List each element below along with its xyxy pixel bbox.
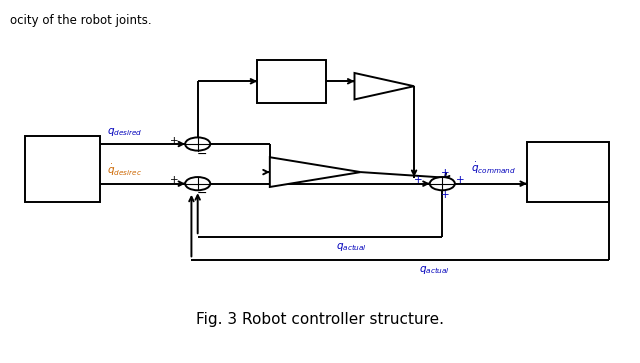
Text: +: +	[441, 189, 450, 200]
Bar	[25, 136, 100, 202]
Text: ocity of the robot joints.: ocity of the robot joints.	[10, 13, 151, 26]
Text: $\int$: $\int$	[285, 67, 299, 95]
Text: trajectory: trajectory	[36, 157, 90, 167]
Text: +: +	[414, 175, 423, 185]
Text: +: +	[170, 136, 178, 146]
Text: +: +	[441, 168, 450, 178]
Text: $k_i$: $k_i$	[369, 78, 380, 94]
Text: $q_{actual}$: $q_{actual}$	[336, 241, 367, 253]
Circle shape	[185, 138, 211, 151]
Text: $q_{actual}$: $q_{actual}$	[419, 264, 450, 276]
Text: $q_{desired}$: $q_{desired}$	[107, 126, 142, 138]
Text: −: −	[196, 187, 207, 200]
Text: +: +	[170, 175, 178, 185]
Circle shape	[430, 177, 455, 190]
Bar	[527, 142, 609, 202]
Polygon shape	[355, 73, 414, 99]
Text: $\dot{q}_{desirec}$: $\dot{q}_{desirec}$	[107, 163, 141, 178]
Polygon shape	[270, 157, 361, 187]
Text: $\dot{q}_{command}$: $\dot{q}_{command}$	[470, 161, 515, 176]
Text: Fig. 3 Robot controller structure.: Fig. 3 Robot controller structure.	[196, 312, 444, 327]
Text: generator: generator	[35, 170, 90, 180]
Text: +: +	[456, 175, 464, 185]
Text: $k_p$: $k_p$	[293, 163, 307, 181]
Text: robot driver: robot driver	[535, 167, 600, 177]
Circle shape	[185, 177, 211, 190]
Text: −: −	[196, 147, 207, 160]
Bar	[257, 60, 326, 103]
